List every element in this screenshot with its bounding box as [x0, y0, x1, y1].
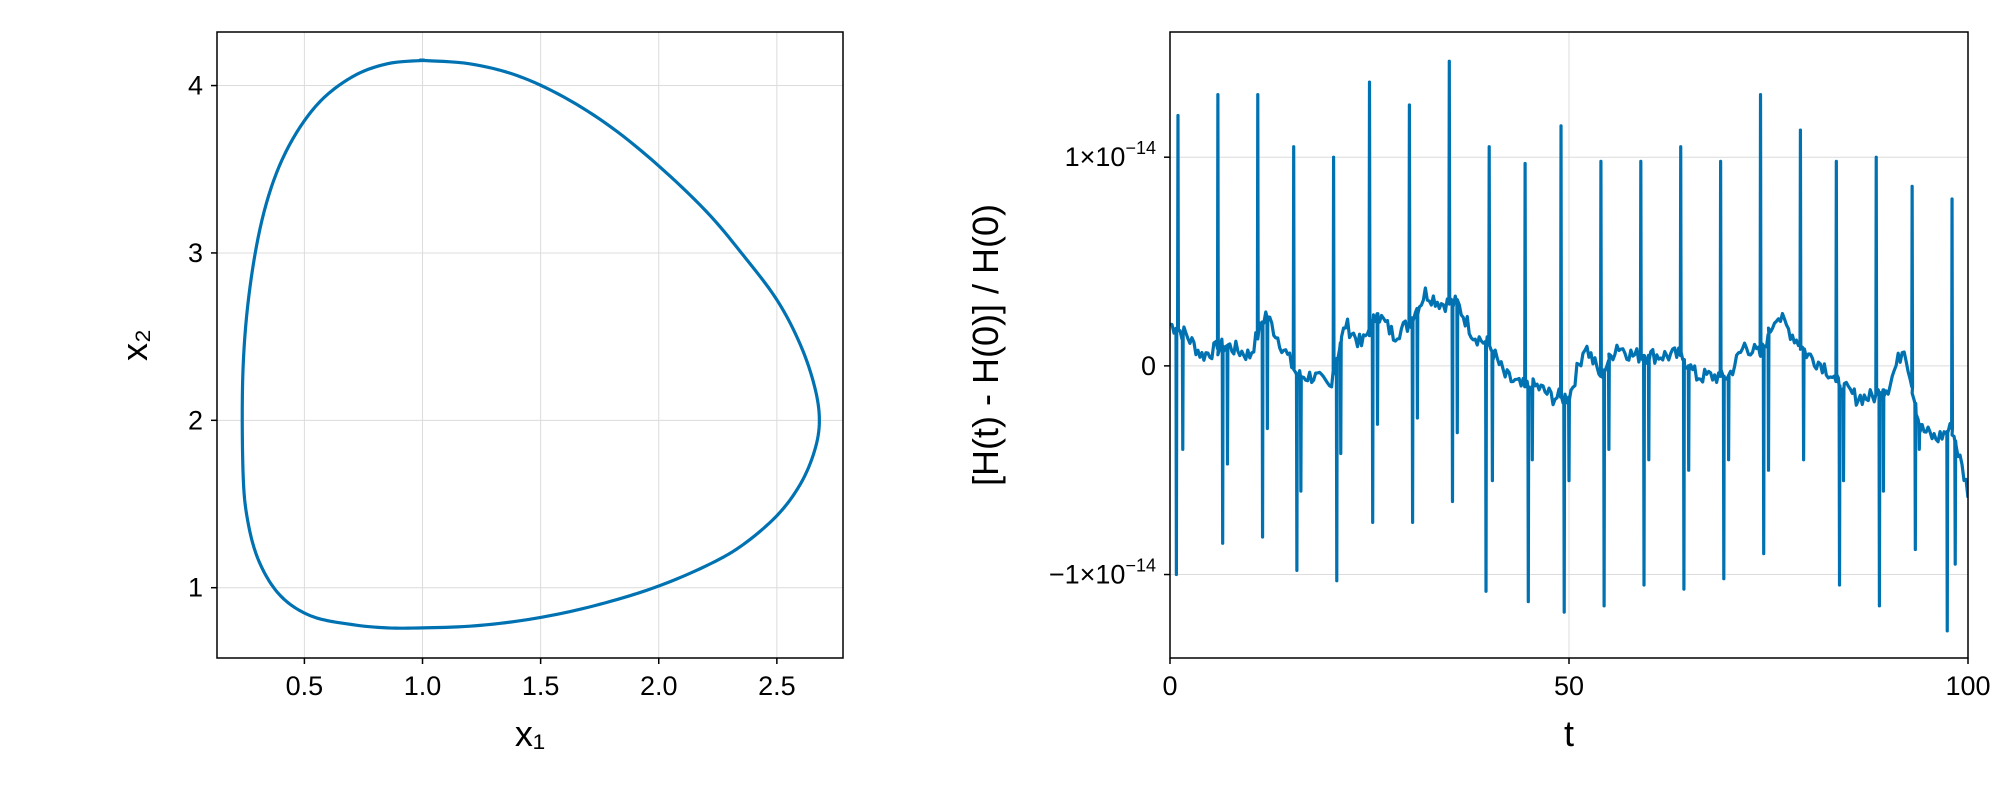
x-tick-label: 0 [1162, 671, 1177, 701]
x-tick-label: 2.0 [640, 671, 678, 701]
x-axis-label: t [1564, 713, 1574, 754]
x-tick-label: 100 [1945, 671, 1990, 701]
y-tick-label: 2 [188, 405, 203, 435]
y-tick-label: −1×10−14 [1049, 556, 1156, 590]
energy-error-line [1170, 59, 1968, 633]
y-tick-label: 1×10−14 [1065, 138, 1156, 172]
x-tick-label: 1.0 [404, 671, 442, 701]
y-tick-exponent: −14 [1125, 556, 1156, 576]
y-axis-label: x₂ [114, 329, 155, 361]
x-tick-label: 0.5 [286, 671, 324, 701]
y-tick-mantissa: 0 [1141, 351, 1156, 381]
plot-frame [216, 31, 844, 659]
y-tick-label: 3 [188, 238, 203, 268]
orbit-line [240, 58, 821, 630]
plot-frame [1169, 31, 1969, 659]
y-axis-label: [H(t) - H(0)] / H(0) [965, 204, 1006, 486]
y-tick-mantissa: −1×10 [1049, 560, 1126, 590]
phase-portrait-panel: 0.5 1.0 1.5 2.0 2.5 1 2 3 4 x₁ x₂ [114, 31, 844, 754]
y-tick-label: 4 [188, 71, 203, 101]
x-axis-label: x₁ [515, 713, 545, 754]
x-tick-label: 2.5 [758, 671, 796, 701]
y-tick-exponent: −14 [1125, 138, 1156, 158]
y-tick-label: 1 [188, 573, 203, 603]
x-tick-label: 1.5 [522, 671, 560, 701]
y-tick-label: 0 [1141, 351, 1156, 381]
x-tick-label: 50 [1554, 671, 1584, 701]
y-tick-mantissa: 1×10 [1065, 142, 1126, 172]
